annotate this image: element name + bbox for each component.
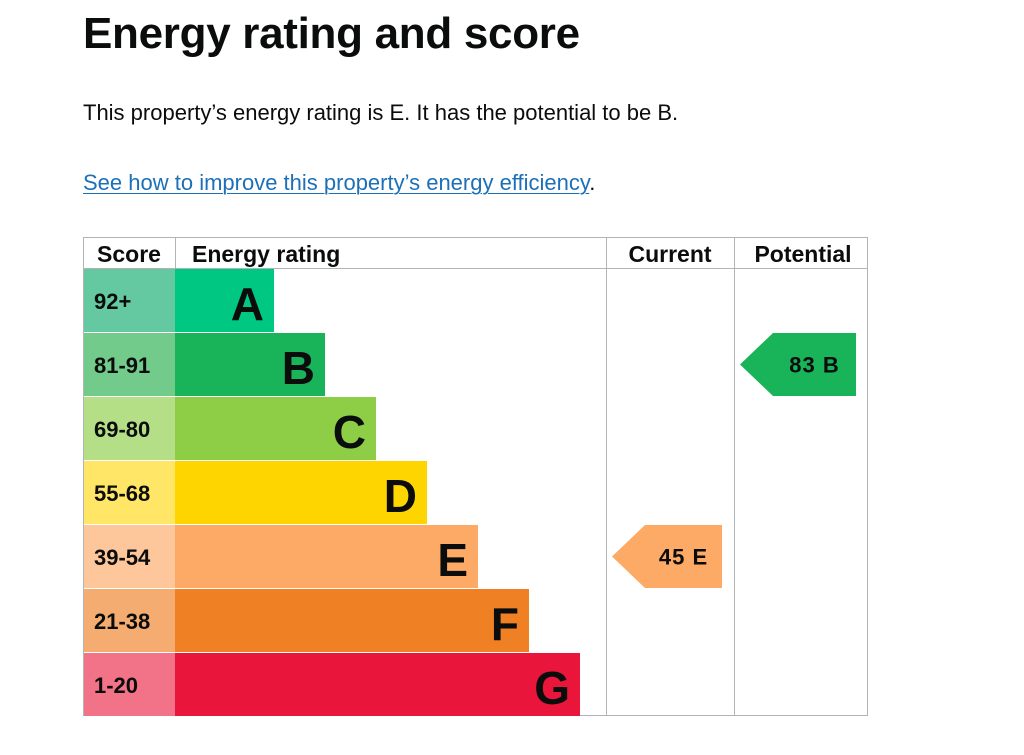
header-score: Score	[97, 241, 161, 267]
rating-letter-b: B	[282, 342, 315, 394]
score-range-c: 69-80	[94, 417, 150, 442]
score-cell-a	[84, 269, 175, 332]
rating-bar-e	[175, 525, 478, 588]
score-range-a: 92+	[94, 289, 131, 314]
score-cell-e	[84, 525, 175, 588]
rating-letter-g: G	[534, 662, 570, 714]
rating-bar-c	[175, 397, 376, 460]
score-range-f: 21-38	[94, 609, 150, 634]
header-potential: Potential	[754, 241, 851, 267]
header-energy-rating: Energy rating	[192, 241, 340, 267]
rating-bar-g	[175, 653, 580, 716]
score-cell-b	[84, 333, 175, 396]
score-range-d: 55-68	[94, 481, 150, 506]
potential-rating-label: 83 B	[789, 353, 839, 378]
score-range-e: 39-54	[94, 545, 151, 570]
score-cell-f	[84, 589, 175, 652]
rating-bar-b	[175, 333, 325, 396]
rating-bar-f	[175, 589, 529, 652]
score-range-g: 1-20	[94, 673, 138, 698]
current-rating-label: 45 E	[659, 545, 708, 570]
rating-letter-a: A	[231, 278, 264, 330]
intro-text: This property’s energy rating is E. It h…	[83, 100, 679, 125]
rating-bar-d	[175, 461, 427, 524]
rating-letter-f: F	[491, 598, 519, 650]
score-cell-d	[84, 461, 175, 524]
rating-bar-a	[175, 269, 274, 332]
rating-letter-e: E	[437, 534, 468, 586]
current-rating-arrow	[612, 525, 722, 588]
improve-link-line: See how to improve this property’s energ…	[83, 168, 595, 198]
score-cell-g	[84, 653, 175, 716]
potential-rating-arrow	[740, 333, 856, 396]
page-title: Energy rating and score	[83, 9, 580, 58]
header-current: Current	[628, 241, 711, 267]
rating-letter-d: D	[384, 470, 417, 522]
improve-efficiency-link[interactable]: See how to improve this property’s energ…	[83, 170, 590, 195]
score-cell-c	[84, 397, 175, 460]
link-suffix: .	[589, 170, 596, 195]
score-range-b: 81-91	[94, 353, 150, 378]
rating-letter-c: C	[333, 406, 366, 458]
